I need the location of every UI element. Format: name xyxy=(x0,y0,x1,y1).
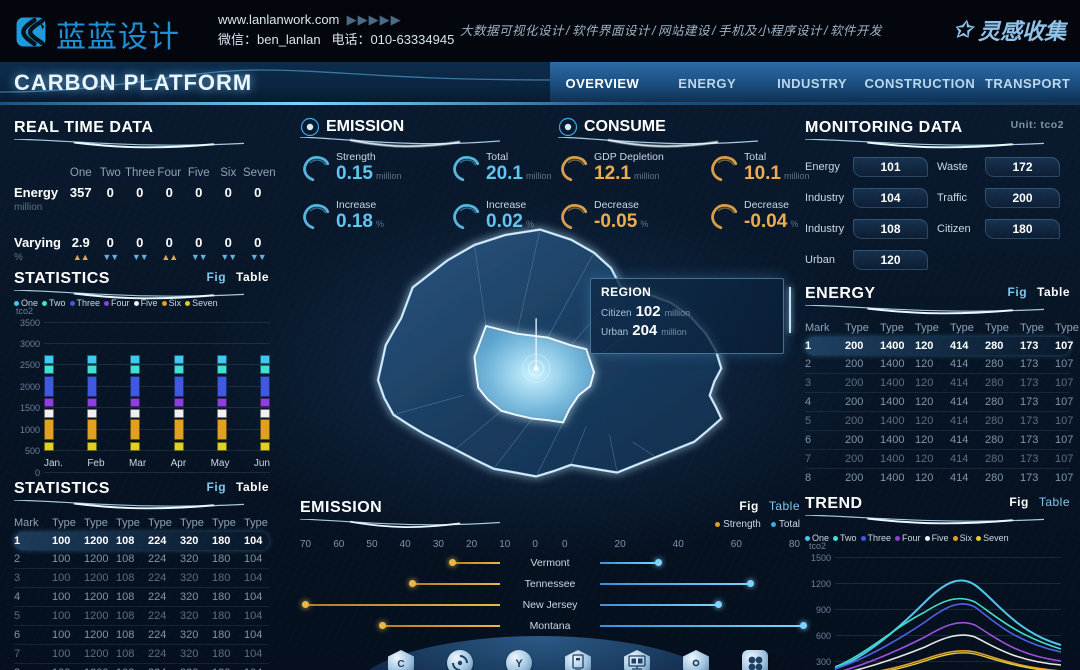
svg-text:C: C xyxy=(397,659,404,670)
svg-text:Y: Y xyxy=(515,658,523,670)
